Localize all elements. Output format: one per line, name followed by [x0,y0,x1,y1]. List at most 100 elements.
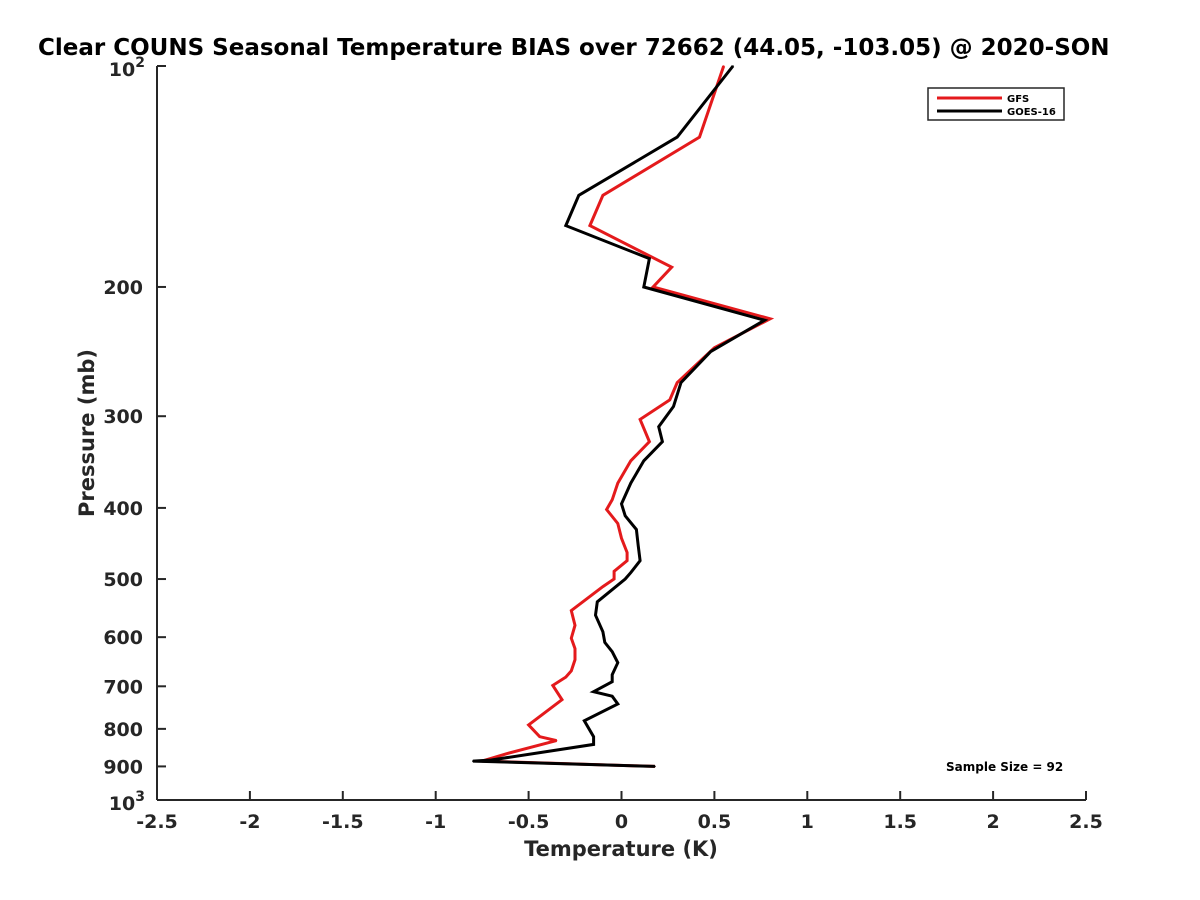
data-point [630,482,632,484]
y-tick-label: 900 [103,756,143,778]
y-tick-label: 700 [103,676,143,698]
data-point [626,551,628,554]
data-point [624,578,626,580]
data-point [676,136,678,138]
x-tick-label: -2 [239,811,260,833]
y-tick-base: 10 [109,59,135,81]
data-point [570,609,573,612]
data-point [570,670,573,672]
x-tick-label: 1.5 [883,811,917,833]
data-point [657,425,660,428]
data-point [637,544,639,547]
data-point [722,65,725,67]
series-line-goes-16 [472,65,769,768]
data-point [613,578,615,580]
y-tick-label: 103 [109,789,145,815]
data-point [635,528,638,531]
y-tick-base: 10 [109,793,135,815]
data-point [592,743,595,746]
data-point [611,650,613,653]
data-point [676,381,678,384]
data-point [527,724,530,726]
y-tick-label: 400 [103,498,143,520]
legend-label: GOES-16 [1007,107,1056,118]
data-point [617,482,619,484]
y-tick-label: 200 [103,277,143,299]
y-tick-label: 500 [103,569,143,591]
y-tick-label: 300 [103,406,143,428]
data-point [654,765,656,768]
data-point [680,381,682,384]
data-point [611,673,613,676]
y-tick-exponent: 2 [135,55,145,71]
data-point [561,698,563,701]
legend: GFS GOES-16 [927,87,1065,121]
data-point [605,508,608,511]
data-point [626,559,628,562]
y-tick-label: 600 [103,627,143,649]
data-point [648,440,651,443]
y-tick-label: 800 [103,719,143,741]
plot-axes: -2.5 -2 -1.5 -1 -0.5 0 0.5 1 1.5 2 2.5102200300400… [103,55,1103,833]
data-point [505,753,508,755]
chart-title: Clear COUNS Seasonal Temperature BIAS ov… [38,35,1110,61]
y-tick-exponent: 3 [135,789,145,805]
data-point [602,585,604,588]
data-point [639,418,641,421]
x-tick-label: -2.5 [136,811,178,833]
data-point [613,570,615,573]
data-point [639,559,641,562]
data-point [552,684,554,687]
x-tick-label: 2.5 [1069,811,1103,833]
data-point [732,65,734,67]
legend-box [927,87,1065,121]
x-tick-label: -1 [425,811,446,833]
x-tick-label: 1 [801,811,814,833]
data-point [574,624,576,627]
data-point [602,631,604,633]
data-point [611,499,613,501]
data-point [589,224,591,227]
data-point [592,735,595,738]
data-point [709,350,712,353]
data-point [617,661,619,664]
data-point [578,194,580,197]
data-point [555,739,558,742]
x-tick-label: 0 [615,811,628,833]
x-tick-label: 0.5 [698,811,732,833]
data-point [763,319,766,322]
data-point [611,695,613,697]
data-point [602,194,604,197]
x-tick-label: 2 [986,811,999,833]
legend-label: GFS [1007,94,1029,105]
data-point [565,224,567,227]
series-layer [472,65,775,768]
x-tick-label: -0.5 [508,811,550,833]
data-point [661,440,664,443]
data-point [630,460,632,462]
data-point [624,515,626,517]
data-point [669,399,671,401]
data-point [643,286,645,288]
y-tick-label: 102 [109,55,145,81]
data-point [630,571,632,574]
data-point [596,601,599,603]
data-point [592,690,595,693]
data-point [538,735,541,738]
x-tick-label: -1.5 [322,811,364,833]
data-point [617,522,619,525]
data-point [604,641,606,644]
series-line-gfs [481,65,775,768]
data-point [617,703,619,705]
data-point [574,658,576,661]
data-point [611,680,613,683]
x-axis-label: Temperature (K) [524,837,718,861]
data-point [670,266,673,269]
data-point [594,614,597,616]
data-point [620,503,623,505]
data-point [620,537,623,540]
data-point [672,405,675,408]
data-point [648,257,651,260]
data-point [652,286,654,288]
